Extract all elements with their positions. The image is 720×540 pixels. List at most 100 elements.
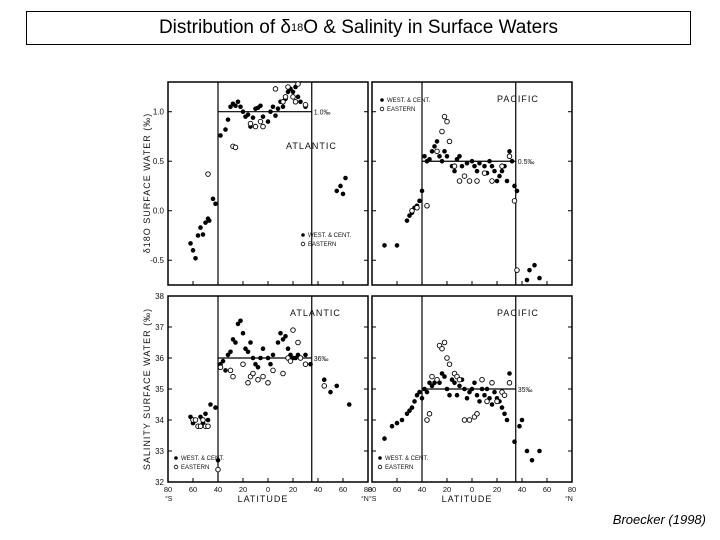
atlantic-salinity-xtick-label: 40: [314, 485, 322, 494]
pacific-salinity-xtick-label: 60: [543, 485, 551, 494]
pacific-d18o-point-east: [466, 178, 473, 184]
y-axis-title-d18o: δ18O SURFACE WATER (‰): [142, 113, 152, 254]
atlantic-salinity-point-west: [233, 340, 238, 345]
atlantic-salinity-point-east: [260, 373, 266, 380]
pacific-salinity-reference-label: 35‰: [518, 387, 533, 394]
atlantic-d18o-point-west: [338, 183, 343, 189]
atlantic-salinity-point-east: [321, 383, 328, 389]
pacific-salinity-point-west: [512, 439, 517, 445]
atlantic-salinity-xtick-label: 80: [164, 485, 172, 494]
atlantic-salinity-xtick-label: 20: [239, 485, 247, 494]
pacific-d18o-point-east: [434, 148, 440, 155]
pacific-d18o-point-west: [477, 160, 482, 166]
pacific-d18o-point-west: [499, 168, 505, 174]
pacific-d18o-point-west: [444, 153, 450, 159]
atlantic-salinity-point-west: [293, 355, 298, 361]
pacific-salinity-point-east: [439, 345, 445, 352]
pacific-salinity-point-west: [484, 386, 490, 392]
pacific-salinity-xtick-label: 60: [393, 485, 401, 494]
pacific-d18o-legend-east: EASTERN: [387, 107, 415, 113]
atlantic-salinity-point-west: [208, 402, 213, 407]
atlantic-d18o-point-east: [205, 171, 211, 177]
atlantic-salinity-point-west: [321, 377, 327, 383]
pacific-d18o-point-west: [514, 188, 520, 194]
pacific-d18o-point-east: [514, 267, 520, 273]
atlantic-salinity-point-east: [200, 417, 206, 423]
pacific-d18o-point-west: [509, 158, 515, 164]
atlantic-salinity-south-label: °S: [165, 495, 173, 503]
atlantic-salinity-title: ATLANTIC: [290, 308, 341, 318]
pacific-d18o-point-west: [527, 267, 532, 273]
pacific-d18o-point-west: [482, 163, 487, 169]
pacific-d18o-point-west: [419, 188, 425, 194]
pacific-salinity-xtick-label: 40: [518, 485, 526, 494]
pacific-d18o-point-east: [474, 178, 480, 184]
pacific-d18o-reference-label: 0.5‰: [518, 159, 535, 166]
atlantic-salinity-point-west: [230, 337, 236, 342]
atlantic-salinity-point-west: [283, 334, 288, 339]
atlantic-salinity-point-west: [280, 337, 286, 342]
atlantic-d18o-point-west: [195, 233, 201, 238]
pacific-salinity-point-west: [489, 402, 495, 407]
atlantic-salinity-point-west: [255, 365, 261, 370]
atlantic-salinity-point-west: [303, 352, 308, 358]
atlantic-salinity-ytick-label: 35: [155, 385, 164, 394]
pacific-salinity-point-west: [412, 399, 417, 404]
atlantic-salinity-point-west: [268, 361, 273, 367]
atlantic-d18o-point-east: [257, 118, 264, 125]
atlantic-d18o-title: ATLANTIC: [286, 141, 337, 151]
pacific-salinity-point-east: [501, 392, 508, 398]
pacific-d18o-point-east: [414, 205, 420, 211]
atlantic-salinity-point-west: [238, 318, 243, 324]
pacific-salinity-point-west: [427, 380, 432, 386]
atlantic-d18o-point-west: [270, 104, 276, 110]
pacific-salinity-point-west: [419, 396, 425, 401]
atlantic-d18o-legend-filled-marker: [301, 233, 305, 237]
pacific-salinity-xtick-label: 0: [470, 485, 474, 494]
pacific-d18o-point-west: [452, 168, 457, 174]
pacific-d18o-point-west: [492, 168, 497, 174]
pacific-salinity-point-west: [462, 386, 467, 392]
pacific-salinity-point-west: [457, 383, 462, 389]
atlantic-d18o-ytick-label: -0.5: [150, 256, 164, 265]
pacific-salinity-legend-open-marker: [377, 464, 383, 470]
pacific-d18o-point-west: [427, 156, 432, 162]
atlantic-salinity-point-west: [250, 355, 256, 361]
pacific-d18o-point-west: [432, 144, 437, 149]
atlantic-d18o-point-west: [190, 248, 196, 253]
pacific-d18o-point-east: [461, 173, 468, 179]
atlantic-d18o-point-west: [340, 191, 346, 197]
atlantic-salinity-ytick-label: 37: [155, 323, 164, 332]
pacific-salinity-point-west: [524, 448, 530, 454]
pacific-salinity-point-west: [517, 423, 522, 429]
atlantic-salinity-point-east: [280, 370, 286, 377]
pacific-salinity-point-west: [399, 417, 405, 423]
pacific-salinity-legend-west: WEST. & CENT.: [385, 456, 428, 462]
atlantic-salinity-point-east: [250, 370, 256, 377]
atlantic-salinity-ytick-label: 36: [155, 354, 164, 363]
atlantic-salinity-point-west: [215, 458, 221, 463]
pacific-d18o-point-east: [409, 207, 415, 214]
atlantic-salinity-xtick-label: 80: [364, 485, 372, 494]
pacific-d18o-point-west: [442, 149, 447, 154]
atlantic-d18o-point-west: [203, 220, 208, 225]
atlantic-salinity-point-west: [213, 405, 218, 410]
pacific-d18o-title: PACIFIC: [497, 94, 539, 104]
atlantic-d18o-point-west: [334, 188, 340, 194]
pacific-d18o-point-east: [481, 170, 488, 176]
pacific-salinity-point-west: [404, 411, 410, 417]
pacific-salinity-point-west: [479, 386, 485, 392]
atlantic-salinity-point-west: [275, 340, 281, 345]
pacific-d18o-point-east: [456, 178, 463, 184]
pacific-salinity-point-west: [424, 389, 430, 395]
pacific-salinity-point-east: [441, 339, 448, 346]
pacific-d18o-point-west: [439, 158, 445, 164]
atlantic-d18o-ytick-label: 1.0: [153, 108, 165, 117]
atlantic-d18o-point-west: [260, 114, 266, 119]
pacific-d18o-point-east: [451, 163, 458, 169]
atlantic-d18o-ytick-label: 0.5: [153, 157, 165, 166]
atlantic-d18o-point-west: [213, 201, 218, 207]
atlantic-salinity-point-east: [230, 373, 236, 380]
pacific-salinity-xtick-label: 20: [443, 485, 451, 494]
pacific-salinity-point-west: [429, 383, 435, 389]
